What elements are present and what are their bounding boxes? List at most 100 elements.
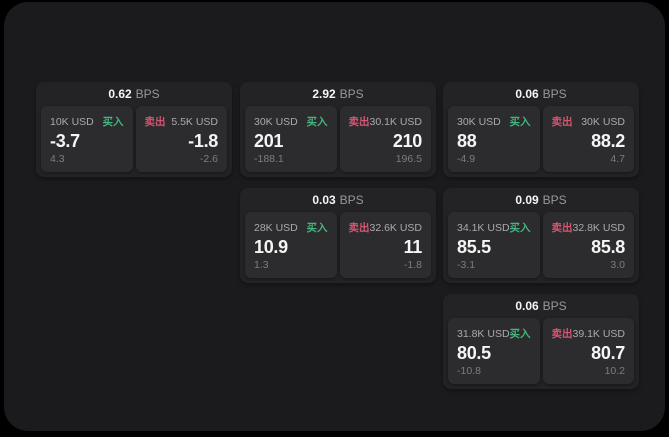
sell-size: 32.6K USD [369, 222, 423, 234]
sell-size: 30K USD [581, 116, 625, 128]
spread-header: 0.06 BPS [443, 294, 639, 318]
buy-side-label: 买入 [102, 116, 124, 128]
quote-card: 2.92 BPS 30K USD 买入 201 -188.1 卖出 30.1K … [240, 82, 436, 177]
buy-side-label: 买入 [509, 222, 531, 234]
spread-value: 0.06 [515, 299, 539, 313]
buy-size: 10K USD [50, 116, 94, 128]
spread-value: 2.92 [312, 87, 336, 101]
sell-size: 30.1K USD [369, 116, 423, 128]
quote-body: 34.1K USD 买入 85.5 -3.1 卖出 32.8K USD 85.8… [443, 212, 639, 283]
spread-header: 2.92 BPS [240, 82, 436, 106]
buy-secondary-value: -4.9 [457, 153, 476, 165]
sell-price: 11 [403, 237, 423, 257]
buy-secondary-value: -188.1 [254, 153, 284, 165]
quotes-panel: 0.62 BPS 10K USD 买入 -3.7 4.3 卖出 5.5K USD [4, 2, 665, 431]
quote-body: 10K USD 买入 -3.7 4.3 卖出 5.5K USD -1.8 -2.… [36, 106, 232, 177]
buy-tile-top: 28K USD 买入 [254, 220, 328, 235]
spread-value: 0.09 [515, 193, 539, 207]
buy-tile[interactable]: 30K USD 买入 201 -188.1 [245, 106, 337, 172]
spread-unit: BPS [542, 193, 567, 207]
spread-header: 0.62 BPS [36, 82, 232, 106]
buy-price: 88 [457, 131, 477, 151]
sell-tile[interactable]: 卖出 32.6K USD 11 -1.8 [339, 212, 431, 278]
buy-size: 31.8K USD [457, 328, 510, 340]
quote-body: 31.8K USD 买入 80.5 -10.8 卖出 39.1K USD 80.… [443, 318, 639, 389]
quote-body: 28K USD 买入 10.9 1.3 卖出 32.6K USD 11 -1.8 [240, 212, 436, 283]
buy-tile[interactable]: 28K USD 买入 10.9 1.3 [245, 212, 337, 278]
sell-secondary-value: 10.2 [604, 365, 625, 377]
quote-body: 30K USD 买入 201 -188.1 卖出 30.1K USD 210 1… [240, 106, 436, 177]
spread-header: 0.06 BPS [443, 82, 639, 106]
sell-tile-top: 卖出 39.1K USD [552, 326, 626, 341]
buy-secondary-value: 1.3 [254, 259, 269, 271]
buy-tile[interactable]: 34.1K USD 买入 85.5 -3.1 [448, 212, 540, 278]
sell-secondary-value: -2.6 [199, 153, 218, 165]
spread-unit: BPS [339, 193, 364, 207]
sell-secondary-value: 196.5 [395, 153, 422, 165]
spread-unit: BPS [542, 299, 567, 313]
quote-card: 0.09 BPS 34.1K USD 买入 85.5 -3.1 卖出 32.8K… [443, 188, 639, 283]
buy-side-label: 买入 [509, 328, 531, 340]
quote-card: 0.62 BPS 10K USD 买入 -3.7 4.3 卖出 5.5K USD [36, 82, 232, 177]
buy-size: 28K USD [254, 222, 298, 234]
sell-tile-top: 卖出 30K USD [552, 114, 626, 129]
spread-header: 0.09 BPS [443, 188, 639, 212]
sell-tile-top: 卖出 32.6K USD [349, 220, 423, 235]
buy-size: 30K USD [254, 116, 298, 128]
buy-side-label: 买入 [509, 116, 531, 128]
sell-tile-top: 卖出 5.5K USD [145, 114, 219, 129]
sell-tile[interactable]: 卖出 30.1K USD 210 196.5 [339, 106, 431, 172]
buy-tile[interactable]: 10K USD 买入 -3.7 4.3 [41, 106, 133, 172]
sell-secondary-value: -1.8 [403, 259, 422, 271]
quote-card: 0.06 BPS 31.8K USD 买入 80.5 -10.8 卖出 39.1… [443, 294, 639, 389]
sell-side-label: 卖出 [551, 328, 573, 340]
buy-tile-top: 34.1K USD 买入 [457, 220, 531, 235]
sell-tile[interactable]: 卖出 5.5K USD -1.8 -2.6 [135, 106, 227, 172]
buy-price: -3.7 [50, 131, 80, 151]
spread-header: 0.03 BPS [240, 188, 436, 212]
buy-price: 201 [254, 131, 284, 151]
buy-price: 85.5 [457, 237, 491, 257]
sell-tile-top: 卖出 32.8K USD [552, 220, 626, 235]
sell-tile[interactable]: 卖出 32.8K USD 85.8 3.0 [542, 212, 634, 278]
buy-price: 10.9 [254, 237, 288, 257]
buy-tile-top: 30K USD 买入 [254, 114, 328, 129]
sell-size: 32.8K USD [572, 222, 626, 234]
sell-price: 210 [392, 131, 422, 151]
buy-tile-top: 31.8K USD 买入 [457, 326, 531, 341]
sell-secondary-value: 4.7 [610, 153, 625, 165]
buy-tile-top: 10K USD 买入 [50, 114, 124, 129]
sell-side-label: 卖出 [348, 116, 370, 128]
sell-side-label: 卖出 [551, 222, 573, 234]
sell-price: 88.2 [591, 131, 625, 151]
sell-size: 5.5K USD [171, 116, 218, 128]
buy-size: 34.1K USD [457, 222, 510, 234]
quote-card: 0.03 BPS 28K USD 买入 10.9 1.3 卖出 32.6K US… [240, 188, 436, 283]
sell-side-label: 卖出 [348, 222, 370, 234]
sell-side-label: 卖出 [144, 116, 166, 128]
sell-side-label: 卖出 [551, 116, 573, 128]
buy-size: 30K USD [457, 116, 501, 128]
quote-body: 30K USD 买入 88 -4.9 卖出 30K USD 88.2 4.7 [443, 106, 639, 177]
buy-side-label: 买入 [306, 222, 328, 234]
buy-secondary-value: -10.8 [457, 365, 481, 377]
spread-value: 0.06 [515, 87, 539, 101]
sell-price: -1.8 [188, 131, 218, 151]
spread-unit: BPS [135, 87, 160, 101]
buy-price: 80.5 [457, 343, 491, 363]
sell-tile[interactable]: 卖出 39.1K USD 80.7 10.2 [542, 318, 634, 384]
buy-tile[interactable]: 30K USD 买入 88 -4.9 [448, 106, 540, 172]
sell-size: 39.1K USD [572, 328, 626, 340]
buy-secondary-value: -3.1 [457, 259, 476, 271]
buy-secondary-value: 4.3 [50, 153, 65, 165]
buy-side-label: 买入 [306, 116, 328, 128]
sell-price: 80.7 [591, 343, 625, 363]
buy-tile[interactable]: 31.8K USD 买入 80.5 -10.8 [448, 318, 540, 384]
sell-tile[interactable]: 卖出 30K USD 88.2 4.7 [542, 106, 634, 172]
spread-unit: BPS [339, 87, 364, 101]
buy-tile-top: 30K USD 买入 [457, 114, 531, 129]
spread-value: 0.03 [312, 193, 336, 207]
sell-tile-top: 卖出 30.1K USD [349, 114, 423, 129]
sell-price: 85.8 [591, 237, 625, 257]
